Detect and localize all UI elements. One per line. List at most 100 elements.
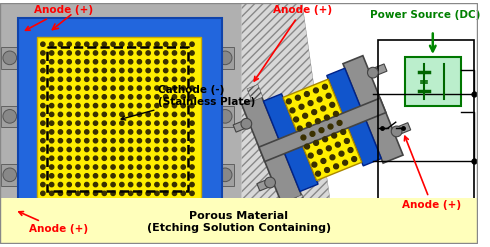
Circle shape <box>341 129 345 134</box>
Circle shape <box>102 121 106 125</box>
Circle shape <box>190 60 194 64</box>
Circle shape <box>146 139 150 143</box>
Circle shape <box>181 68 185 73</box>
Circle shape <box>128 147 133 152</box>
Circle shape <box>41 147 45 152</box>
Bar <box>217 106 234 127</box>
Polygon shape <box>247 84 263 102</box>
Circle shape <box>164 60 168 64</box>
Circle shape <box>76 112 80 117</box>
Circle shape <box>120 156 124 160</box>
Circle shape <box>190 174 194 178</box>
Circle shape <box>102 60 106 64</box>
Circle shape <box>155 51 159 55</box>
Circle shape <box>41 183 45 187</box>
Circle shape <box>181 191 185 195</box>
Circle shape <box>181 77 185 82</box>
Circle shape <box>310 131 315 136</box>
Circle shape <box>41 95 45 99</box>
Circle shape <box>128 139 133 143</box>
Circle shape <box>76 191 80 195</box>
Circle shape <box>155 60 159 64</box>
Circle shape <box>58 139 63 143</box>
Circle shape <box>111 112 115 117</box>
Circle shape <box>155 174 159 178</box>
Circle shape <box>172 42 176 46</box>
Circle shape <box>111 156 115 160</box>
Circle shape <box>94 165 98 169</box>
Circle shape <box>190 86 194 90</box>
Circle shape <box>137 77 142 82</box>
Circle shape <box>111 77 115 82</box>
Circle shape <box>128 130 133 134</box>
Circle shape <box>49 68 54 73</box>
Circle shape <box>58 86 63 90</box>
Circle shape <box>322 84 327 89</box>
Circle shape <box>181 86 185 90</box>
Circle shape <box>190 165 194 169</box>
Circle shape <box>164 191 168 195</box>
Circle shape <box>146 77 150 82</box>
Circle shape <box>120 130 124 134</box>
Circle shape <box>128 191 133 195</box>
Circle shape <box>172 60 176 64</box>
Circle shape <box>102 95 106 99</box>
Circle shape <box>324 115 329 120</box>
Circle shape <box>85 165 89 169</box>
Circle shape <box>181 183 185 187</box>
Circle shape <box>67 103 72 108</box>
Circle shape <box>94 42 98 46</box>
Circle shape <box>219 109 232 123</box>
Text: Cathode (-)
(Stainless Plate): Cathode (-) (Stainless Plate) <box>121 85 255 120</box>
Circle shape <box>76 139 80 143</box>
Circle shape <box>172 130 176 134</box>
Circle shape <box>330 103 335 107</box>
Polygon shape <box>283 79 362 181</box>
Circle shape <box>137 174 142 178</box>
Circle shape <box>58 174 63 178</box>
Circle shape <box>172 165 176 169</box>
Bar <box>37 37 201 201</box>
Circle shape <box>190 51 194 55</box>
Circle shape <box>111 103 115 108</box>
Circle shape <box>172 147 176 152</box>
Circle shape <box>41 77 45 82</box>
Bar <box>217 47 234 69</box>
Circle shape <box>111 130 115 134</box>
Circle shape <box>49 95 54 99</box>
Circle shape <box>155 68 159 73</box>
Circle shape <box>128 121 133 125</box>
Circle shape <box>344 139 349 144</box>
Circle shape <box>181 174 185 178</box>
Circle shape <box>111 51 115 55</box>
Circle shape <box>334 164 339 169</box>
Circle shape <box>172 156 176 160</box>
Text: Anode (+): Anode (+) <box>254 5 332 81</box>
Circle shape <box>58 42 63 46</box>
Circle shape <box>181 103 185 108</box>
Circle shape <box>348 147 353 152</box>
Circle shape <box>102 42 106 46</box>
Circle shape <box>316 119 320 124</box>
Circle shape <box>164 130 168 134</box>
Circle shape <box>219 212 232 226</box>
Circle shape <box>111 121 115 125</box>
Text: Anode (+): Anode (+) <box>19 212 88 234</box>
Text: Anode (+): Anode (+) <box>25 5 93 30</box>
Circle shape <box>137 68 142 73</box>
Circle shape <box>94 191 98 195</box>
Circle shape <box>94 156 98 160</box>
Circle shape <box>102 174 106 178</box>
Circle shape <box>102 191 106 195</box>
Circle shape <box>137 121 142 125</box>
Circle shape <box>41 42 45 46</box>
Circle shape <box>337 121 342 125</box>
Circle shape <box>137 183 142 187</box>
Circle shape <box>155 42 159 46</box>
Circle shape <box>67 60 72 64</box>
Circle shape <box>3 168 17 182</box>
Circle shape <box>76 60 80 64</box>
Circle shape <box>155 139 159 143</box>
Circle shape <box>76 51 80 55</box>
Circle shape <box>190 42 194 46</box>
